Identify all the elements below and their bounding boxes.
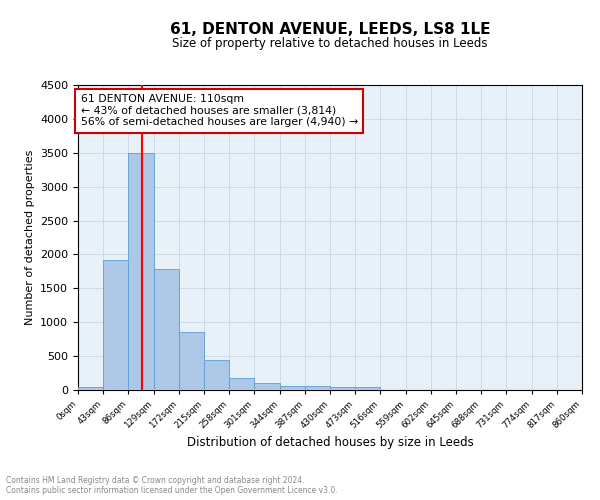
Y-axis label: Number of detached properties: Number of detached properties [25, 150, 35, 325]
Bar [78, 386, 103, 390]
Bar [204, 360, 229, 390]
Bar [355, 386, 380, 390]
Bar [254, 383, 280, 390]
Bar [229, 378, 254, 390]
Text: Size of property relative to detached houses in Leeds: Size of property relative to detached ho… [172, 38, 488, 51]
Text: Contains HM Land Registry data © Crown copyright and database right 2024.
Contai: Contains HM Land Registry data © Crown c… [6, 476, 338, 495]
Bar [330, 387, 355, 390]
Bar [103, 260, 128, 390]
Bar [280, 386, 305, 390]
X-axis label: Distribution of detached houses by size in Leeds: Distribution of detached houses by size … [187, 436, 473, 448]
Bar [128, 153, 154, 390]
Bar [154, 270, 179, 390]
Bar [305, 386, 330, 390]
Text: 61 DENTON AVENUE: 110sqm
← 43% of detached houses are smaller (3,814)
56% of sem: 61 DENTON AVENUE: 110sqm ← 43% of detach… [80, 94, 358, 128]
Bar [179, 332, 204, 390]
Text: 61, DENTON AVENUE, LEEDS, LS8 1LE: 61, DENTON AVENUE, LEEDS, LS8 1LE [170, 22, 490, 38]
